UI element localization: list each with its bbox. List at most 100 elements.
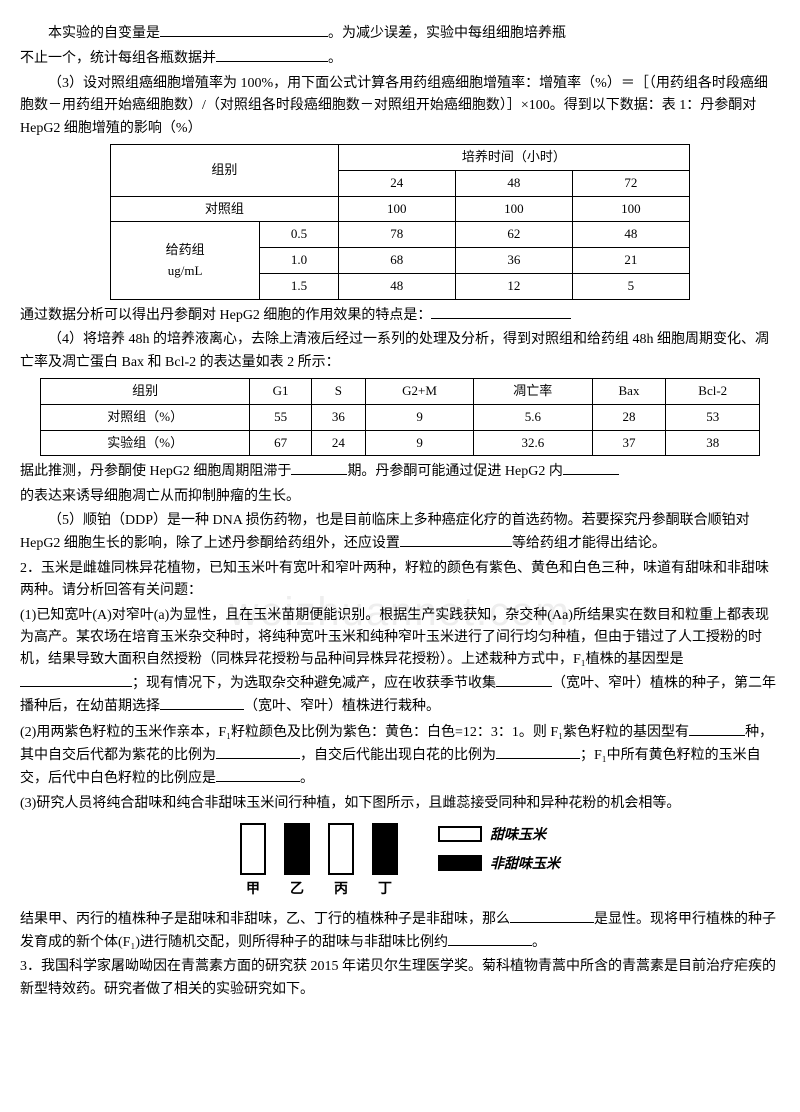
cell: 53 bbox=[666, 404, 760, 430]
bar bbox=[284, 823, 310, 875]
cell: 78 bbox=[338, 222, 455, 248]
t2-hApo: 凋亡率 bbox=[474, 378, 592, 404]
bar-col: 丁 bbox=[372, 823, 398, 899]
txt: 期。丹参酮可能通过促进 HepG2 内 bbox=[347, 464, 562, 479]
t1-h48: 48 bbox=[455, 170, 572, 196]
after-t2-2: 的表达来诱导细胞凋亡从而抑制肿瘤的生长。 bbox=[20, 486, 780, 508]
bar bbox=[240, 823, 266, 875]
cell: 5.6 bbox=[474, 404, 592, 430]
cell: 5 bbox=[572, 273, 689, 299]
cell: 48 bbox=[338, 273, 455, 299]
intro-2b: 。 bbox=[328, 51, 342, 66]
txt: 等给药组才能得出结论。 bbox=[512, 536, 666, 551]
txt: 给药组 bbox=[166, 242, 205, 257]
cell: 28 bbox=[592, 404, 666, 430]
blank bbox=[20, 672, 132, 687]
t2-h-group: 组别 bbox=[41, 378, 250, 404]
bar-label: 乙 bbox=[290, 877, 304, 899]
para-4: （4）将培养 48h 的培养液离心，去除上清液后经过一系列的处理及分析，得到对照… bbox=[20, 329, 780, 374]
legend-row-2: 非甜味玉米 bbox=[438, 852, 560, 874]
t1-ctrl: 对照组 bbox=[111, 196, 339, 222]
txt: (2)用两紫色籽粒的玉米作亲本，F₁籽粒颜色及比例为紫色：黄色：白色=12：3：… bbox=[20, 725, 689, 740]
blank bbox=[216, 744, 300, 759]
txt: 。 bbox=[532, 935, 546, 950]
cell: 24 bbox=[311, 430, 365, 456]
blank bbox=[431, 304, 571, 319]
cell: 68 bbox=[338, 248, 455, 274]
blank bbox=[400, 532, 512, 547]
txt: ，自交后代能出现白花的比例为 bbox=[300, 748, 496, 763]
bar-label: 丙 bbox=[334, 877, 348, 899]
after-t1: 通过数据分析可以得出丹参酮对 HepG2 细胞的作用效果的特点是： bbox=[20, 304, 780, 327]
t1-h72: 72 bbox=[572, 170, 689, 196]
t2-r2: 实验组（%） bbox=[41, 430, 250, 456]
t2-hBax: Bax bbox=[592, 378, 666, 404]
cell: 62 bbox=[455, 222, 572, 248]
bar bbox=[328, 823, 354, 875]
cell: 100 bbox=[572, 196, 689, 222]
q2-1: (1)已知宽叶(A)对窄叶(a)为显性，且在玉米苗期便能识别。根据生产实践获知，… bbox=[20, 605, 780, 719]
blank bbox=[216, 47, 328, 62]
txt: (1)已知宽叶(A)对窄叶(a)为显性，且在玉米苗期便能识别。根据生产实践获知，… bbox=[20, 608, 769, 668]
after-t2-1: 据此推测，丹参酮使 HepG2 细胞周期阻滞于 期。丹参酮可能通过促进 HepG2… bbox=[20, 460, 780, 483]
figure-legend: 甜味玉米 非甜味玉米 bbox=[438, 823, 560, 874]
cell: 38 bbox=[666, 430, 760, 456]
bar-col: 甲 bbox=[240, 823, 266, 899]
t2-hG2M: G2+M bbox=[366, 378, 474, 404]
q2-head: 2．玉米是雌雄同株异花植物，已知玉米叶有宽叶和窄叶两种，籽粒的颜色有紫色、黄色和… bbox=[20, 558, 780, 603]
intro-1a: 本实验的自变量是 bbox=[48, 26, 160, 41]
swatch-sweet bbox=[438, 826, 482, 842]
blank bbox=[563, 460, 619, 475]
q2-3: (3)研究人员将纯合甜味和纯合非甜味玉米间行种植，如下图所示，且雌蕊接受同种和异… bbox=[20, 793, 780, 815]
intro-1b: 。为减少误差，实验中每组细胞培养瓶 bbox=[328, 26, 566, 41]
txt: ；现有情况下，为选取杂交种避免减产，应在收获季节收集 bbox=[132, 676, 496, 691]
bar bbox=[372, 823, 398, 875]
cell: 100 bbox=[338, 196, 455, 222]
figure: 甲 乙 丙 丁 甜味玉米 非甜味玉米 bbox=[20, 823, 780, 899]
intro-line1: 本实验的自变量是 。为减少误差，实验中每组细胞培养瓶 bbox=[20, 22, 780, 45]
intro-2a: 不止一个，统计每组各瓶数据并 bbox=[20, 51, 216, 66]
txt: ug/mL bbox=[168, 263, 203, 278]
t2-hS: S bbox=[311, 378, 365, 404]
cell: 37 bbox=[592, 430, 666, 456]
cell: 21 bbox=[572, 248, 689, 274]
t1-h-group: 组别 bbox=[111, 144, 339, 196]
cell: 55 bbox=[250, 404, 311, 430]
q3: 3．我国科学家屠呦呦因在青蒿素方面的研究获 2015 年诺贝尔生理医学奖。菊科植… bbox=[20, 956, 780, 1001]
after-fig: 结果甲、丙行的植株种子是甜味和非甜味，乙、丁行的植株种子是非甜味，那么是显性。现… bbox=[20, 908, 780, 955]
table-2: 组别 G1 S G2+M 凋亡率 Bax Bcl-2 对照组（%） 55 36 … bbox=[40, 378, 760, 456]
table-1: 组别 培养时间（小时） 24 48 72 对照组 100 100 100 给药组… bbox=[110, 144, 690, 300]
blank bbox=[448, 931, 532, 946]
q2-2: (2)用两紫色籽粒的玉米作亲本，F₁籽粒颜色及比例为紫色：黄色：白色=12：3：… bbox=[20, 721, 780, 791]
cell: 1.0 bbox=[260, 248, 338, 274]
para-5: （5）顺铂（DDP）是一种 DNA 损伤药物，也是目前临床上多种癌症化疗的首选药… bbox=[20, 510, 780, 556]
blank bbox=[496, 672, 552, 687]
bar-label: 甲 bbox=[246, 877, 260, 899]
cell: 9 bbox=[366, 404, 474, 430]
bar-col: 乙 bbox=[284, 823, 310, 899]
txt: 。 bbox=[300, 771, 314, 786]
txt: 通过数据分析可以得出丹参酮对 HepG2 细胞的作用效果的特点是： bbox=[20, 308, 431, 323]
para-3: （3）设对照组癌细胞增殖率为 100%，用下面公式计算各用药组癌细胞增殖率：增殖… bbox=[20, 73, 780, 140]
blank bbox=[689, 721, 745, 736]
cell: 1.5 bbox=[260, 273, 338, 299]
blank bbox=[216, 767, 300, 782]
bar-col: 丙 bbox=[328, 823, 354, 899]
blank bbox=[510, 908, 594, 923]
cell: 0.5 bbox=[260, 222, 338, 248]
cell: 32.6 bbox=[474, 430, 592, 456]
blank bbox=[291, 460, 347, 475]
cell: 36 bbox=[455, 248, 572, 274]
figure-bars: 甲乙丙丁 bbox=[240, 823, 398, 899]
txt: 据此推测，丹参酮使 HepG2 细胞周期阻滞于 bbox=[20, 464, 291, 479]
blank bbox=[496, 744, 580, 759]
cell: 12 bbox=[455, 273, 572, 299]
txt: （宽叶、窄叶）植株进行栽种。 bbox=[244, 699, 440, 714]
blank bbox=[160, 695, 244, 710]
cell: 36 bbox=[311, 404, 365, 430]
t2-hBcl: Bcl-2 bbox=[666, 378, 760, 404]
bar-label: 丁 bbox=[378, 877, 392, 899]
swatch-nonsweet bbox=[438, 855, 482, 871]
t1-drug: 给药组 ug/mL bbox=[111, 222, 260, 299]
cell: 48 bbox=[572, 222, 689, 248]
